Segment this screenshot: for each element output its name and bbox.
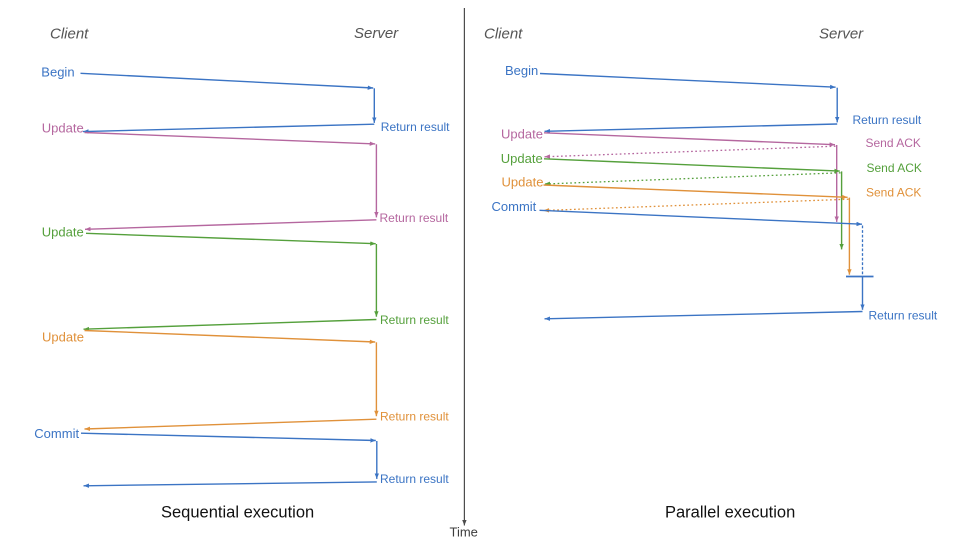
svg-text:Return result: Return result: [380, 409, 449, 423]
svg-text:Time: Time: [450, 524, 478, 539]
svg-text:Commit: Commit: [492, 199, 537, 214]
svg-text:Send ACK: Send ACK: [867, 161, 922, 175]
svg-text:Return result: Return result: [869, 308, 938, 322]
svg-text:Update: Update: [42, 224, 84, 239]
svg-text:Parallel execution: Parallel execution: [665, 504, 795, 522]
svg-text:Update: Update: [42, 330, 84, 345]
svg-text:Send ACK: Send ACK: [866, 136, 921, 150]
svg-text:Return result: Return result: [380, 211, 449, 225]
svg-text:Begin: Begin: [505, 63, 538, 78]
svg-text:Send ACK: Send ACK: [866, 185, 921, 199]
svg-text:Update: Update: [42, 121, 84, 136]
svg-text:Return result: Return result: [853, 113, 922, 127]
svg-text:Commit: Commit: [34, 426, 79, 441]
svg-text:Server: Server: [819, 26, 864, 43]
svg-text:Update: Update: [501, 151, 543, 166]
svg-text:Return result: Return result: [380, 313, 449, 327]
svg-text:Update: Update: [501, 126, 543, 141]
svg-text:Update: Update: [502, 175, 544, 190]
svg-text:Return result: Return result: [381, 120, 450, 134]
svg-text:Begin: Begin: [41, 65, 74, 80]
svg-text:Server: Server: [354, 25, 399, 42]
svg-text:Return result: Return result: [380, 472, 449, 486]
svg-text:Client: Client: [484, 26, 523, 43]
svg-text:Sequential execution: Sequential execution: [161, 504, 314, 522]
svg-text:Client: Client: [50, 26, 89, 43]
